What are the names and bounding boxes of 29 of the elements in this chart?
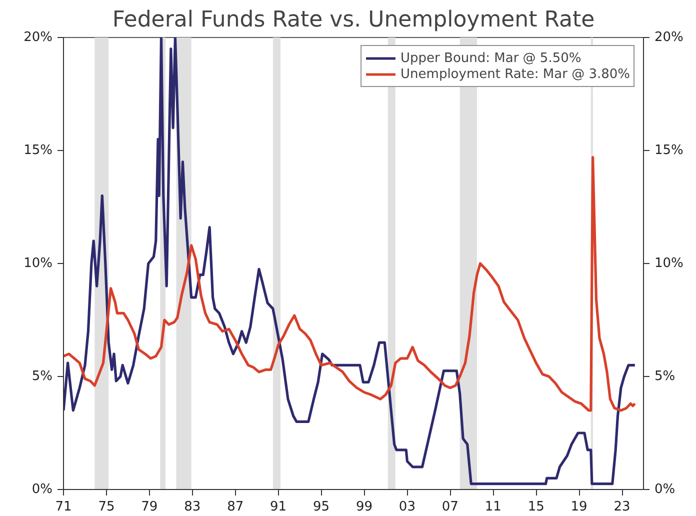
y2-tick-label: 0%: [654, 482, 676, 497]
x-tick-label: 83: [184, 500, 201, 514]
y-tick-label: 10%: [24, 256, 53, 271]
line-series: [64, 156, 636, 412]
x-tick-label: 71: [55, 500, 72, 514]
y2-tick-label: 15%: [654, 143, 684, 158]
x-tick-label: 91: [270, 500, 287, 514]
x-tick-label: 99: [356, 500, 373, 514]
y-tick-label: 0%: [32, 482, 52, 497]
x-tick-label: 03: [398, 500, 416, 514]
x-tick-label: 23: [614, 500, 630, 514]
legend-label: Unemployment Rate: Mar @ 3.80%: [400, 66, 630, 82]
x-tick-label: 07: [442, 500, 458, 514]
y2-tick-label: 20%: [654, 30, 684, 45]
y-tick-label: 15%: [24, 143, 53, 158]
line-series: [64, 38, 636, 486]
y-tick-label: 20%: [24, 30, 53, 45]
y2-tick-label: 5%: [654, 369, 676, 384]
x-tick-label: 79: [141, 500, 158, 514]
x-tick-label: 11: [484, 500, 502, 514]
x-tick-label: 87: [227, 500, 244, 514]
x-tick-label: 15: [528, 500, 544, 514]
y2-tick-label: 10%: [654, 256, 684, 271]
y-tick-label: 5%: [32, 369, 52, 384]
legend-label: Upper Bound: Mar @ 5.50%: [400, 50, 582, 66]
x-tick-label: 75: [98, 500, 115, 514]
x-tick-label: 95: [313, 500, 330, 514]
x-tick-label: 19: [570, 500, 588, 514]
chart-title: Federal Funds Rate vs. Unemployment Rate: [112, 8, 595, 32]
